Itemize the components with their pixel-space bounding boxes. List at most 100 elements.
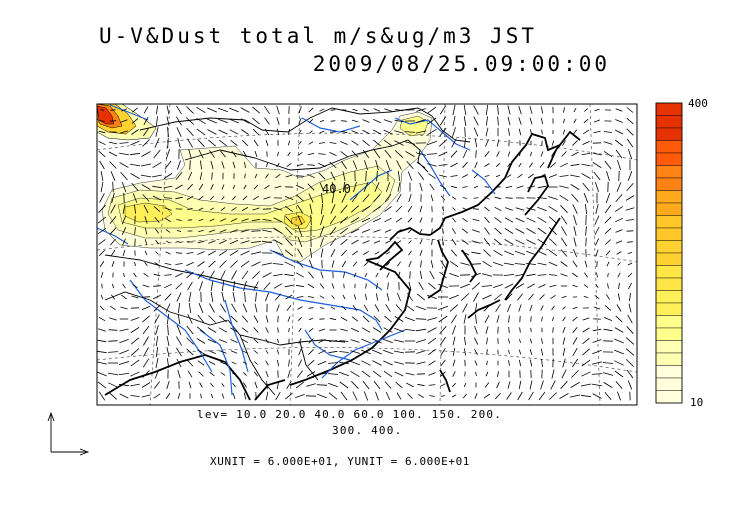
wind-vector [560, 249, 568, 257]
wind-vector [594, 215, 600, 225]
wind-vector [625, 337, 635, 345]
wind-vector [462, 303, 468, 313]
wind-vector [144, 250, 148, 256]
wind-vector [167, 137, 169, 149]
wind-vector [384, 194, 392, 202]
wind-vector [219, 139, 227, 147]
wind-vector [592, 162, 602, 168]
wind-vector [562, 140, 566, 146]
wind-vector [450, 314, 458, 324]
wind-vector [561, 226, 567, 236]
wind-vector [438, 283, 448, 289]
wind-vector [404, 141, 416, 145]
wind-vector [100, 272, 104, 278]
wind-vector [417, 172, 425, 180]
wind-vector [395, 217, 403, 223]
wind-vector [154, 314, 160, 324]
wind-vector [471, 240, 481, 244]
wind-vector [603, 141, 613, 145]
wind-vector [285, 226, 293, 236]
wind-vector [559, 185, 569, 189]
wind-vector [584, 260, 588, 268]
wind-vector [617, 159, 621, 171]
wind-vector [452, 371, 456, 377]
wind-vector [98, 249, 106, 257]
wind-vector [327, 373, 339, 375]
wind-vector [595, 204, 599, 214]
wind-vector [352, 261, 358, 267]
wind-vector [242, 195, 248, 201]
wind-vector [188, 292, 192, 302]
wind-vector [384, 149, 392, 159]
wind-vector [452, 382, 456, 388]
wind-vector [209, 150, 215, 158]
wind-vector [252, 207, 260, 211]
wind-vector [604, 227, 612, 235]
wind-vector [394, 316, 404, 322]
wind-vector [484, 175, 490, 177]
wind-vector [189, 160, 191, 170]
wind-vector [253, 327, 259, 333]
wind-vector [549, 162, 557, 168]
wind-vector [130, 359, 140, 367]
wind-vector [429, 270, 435, 280]
wind-vector [372, 206, 382, 212]
wind-vector [221, 383, 225, 387]
wind-vector [120, 306, 128, 310]
wind-vector [462, 161, 468, 169]
wind-vector [99, 120, 105, 122]
wind-vector [419, 249, 423, 257]
wind-vector [272, 263, 284, 265]
wind-vector [540, 380, 544, 390]
wind-vector [176, 116, 182, 126]
wind-vector [277, 338, 279, 344]
wind-vector [341, 160, 347, 170]
wind-vector [230, 327, 238, 333]
wind-vector [427, 140, 437, 146]
wind-vector [175, 172, 183, 180]
wind-vector [284, 273, 294, 277]
wind-vector [319, 307, 325, 309]
wind-vector [615, 229, 623, 233]
wind-vector [540, 151, 544, 157]
wind-vector [407, 217, 413, 223]
wind-vector [164, 293, 172, 301]
wind-vector [364, 160, 368, 170]
wind-vector [627, 272, 633, 278]
wind-vector [265, 327, 269, 333]
wind-vector [275, 173, 281, 179]
wind-vector [152, 174, 162, 178]
wind-vector [592, 152, 602, 156]
wind-vector [503, 274, 515, 276]
wind-vector [603, 317, 613, 321]
wind-vector [252, 106, 260, 114]
wind-vector [452, 104, 456, 116]
wind-vector [559, 393, 569, 399]
wind-vector [197, 360, 205, 366]
wind-vector [351, 150, 359, 158]
wind-vector [240, 118, 250, 124]
wind-vector [240, 240, 250, 244]
wind-vector [285, 392, 293, 400]
wind-vector [134, 204, 136, 214]
wind-vector [563, 107, 565, 113]
wind-vector [471, 282, 481, 290]
wind-vector [473, 185, 479, 189]
wind-vector [251, 261, 261, 267]
wind-vector [297, 225, 303, 237]
wind-vector [221, 393, 225, 399]
wind-vector [561, 151, 567, 157]
wind-vector [495, 174, 501, 178]
wind-vector [165, 148, 171, 160]
wind-vector [518, 162, 522, 168]
wind-vector [331, 260, 335, 268]
wind-vector [285, 294, 293, 300]
wind-vector [253, 139, 259, 147]
wind-vector [297, 248, 303, 258]
wind-vector [464, 348, 466, 356]
wind-vector [250, 251, 262, 255]
wind-vector [132, 107, 138, 113]
wind-vector [176, 325, 182, 335]
wind-vector [383, 360, 393, 366]
wind-vector [428, 282, 436, 290]
